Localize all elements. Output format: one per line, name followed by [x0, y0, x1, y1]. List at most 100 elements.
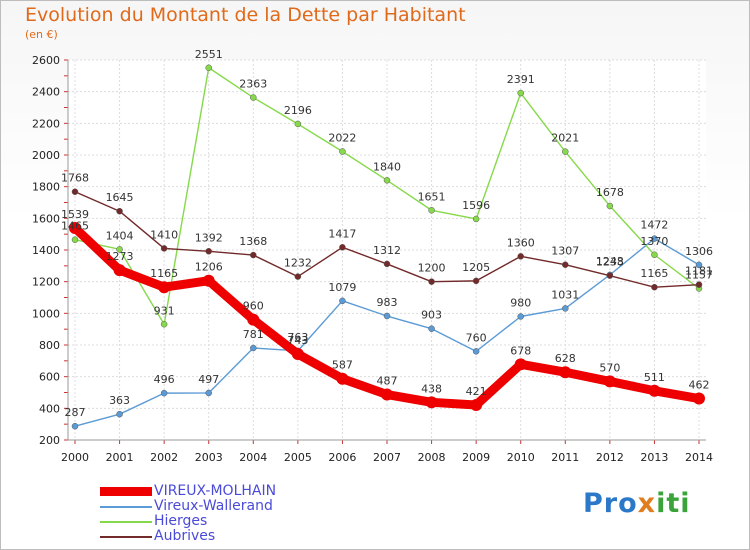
x-tick-label: 2000 — [61, 451, 89, 464]
data-label-hierges: 1596 — [462, 199, 490, 212]
data-point-vireux-wallerand — [160, 389, 168, 397]
y-tick-label: 400 — [39, 402, 60, 415]
data-point-vireux-wallerand — [428, 325, 435, 332]
data-point-aubrives — [562, 261, 569, 268]
data-label-aubrives: 1410 — [150, 228, 178, 241]
data-point-vireux-molhain — [69, 221, 81, 234]
y-tick-label: 2000 — [32, 149, 60, 162]
x-tick-label: 2007 — [373, 451, 401, 464]
data-point-vireux-molhain — [603, 375, 616, 388]
y-tick-label: 2200 — [32, 117, 60, 130]
data-label-vireux-molhain: 438 — [421, 382, 442, 395]
y-tick-label: 600 — [39, 371, 60, 384]
data-point-hierges — [651, 251, 658, 258]
x-tick-label: 2012 — [596, 451, 624, 464]
data-label-aubrives: 1238 — [596, 256, 624, 269]
data-label-vireux-wallerand: 781 — [243, 328, 264, 341]
data-point-vireux-molhain — [470, 399, 483, 412]
data-label-aubrives: 1768 — [61, 172, 89, 185]
data-label-vireux-molhain: 1273 — [106, 250, 134, 263]
data-point-aubrives — [472, 277, 480, 285]
data-label-hierges: 1157 — [685, 268, 713, 281]
data-point-aubrives — [160, 245, 168, 252]
data-point-aubrives — [116, 207, 123, 215]
data-point-hierges — [116, 246, 123, 253]
data-point-aubrives — [651, 283, 658, 291]
data-point-hierges — [294, 120, 302, 128]
data-label-vireux-wallerand: 980 — [510, 297, 531, 310]
data-label-aubrives: 1368 — [239, 235, 267, 248]
data-point-vireux-molhain — [336, 372, 349, 385]
y-tick-label: 1800 — [32, 181, 60, 194]
data-point-hierges — [160, 321, 168, 328]
legend-item-aubrives: Aubrives — [100, 529, 330, 544]
data-point-vireux-molhain — [425, 396, 438, 409]
data-point-hierges — [205, 64, 212, 72]
data-label-hierges: 1404 — [106, 229, 134, 242]
legend-label: VIREUX-MOLHAIN — [154, 483, 277, 499]
data-point-aubrives — [428, 278, 435, 285]
data-point-vireux-molhain — [158, 281, 171, 294]
x-tick-label: 2001 — [106, 451, 134, 464]
data-label-hierges: 2363 — [239, 78, 267, 91]
data-point-aubrives — [695, 281, 703, 288]
y-tick-label: 2400 — [32, 86, 60, 99]
data-point-hierges — [517, 89, 524, 97]
data-point-vireux-wallerand — [205, 389, 212, 397]
data-label-vireux-molhain: 587 — [332, 359, 353, 372]
data-label-vireux-wallerand: 983 — [377, 296, 398, 309]
data-label-vireux-wallerand: 496 — [154, 373, 175, 386]
proxiti-logo: Proxiti — [583, 488, 691, 519]
data-point-hierges — [606, 202, 614, 210]
y-tick-label: 1200 — [32, 276, 60, 289]
data-label-hierges: 1465 — [61, 220, 89, 233]
y-tick-label: 200 — [39, 434, 60, 447]
data-label-hierges: 2391 — [507, 73, 535, 86]
data-label-vireux-molhain: 511 — [644, 371, 665, 384]
x-tick-label: 2010 — [507, 451, 535, 464]
data-point-hierges — [562, 148, 569, 155]
chart-title: Evolution du Montant de la Dette par Hab… — [25, 4, 466, 26]
data-point-vireux-wallerand — [383, 312, 391, 320]
data-point-vireux-molhain — [113, 264, 126, 277]
y-tick-label: 800 — [39, 339, 60, 352]
data-point-vireux-molhain — [514, 358, 527, 371]
data-label-vireux-molhain: 743 — [287, 334, 308, 347]
x-tick-label: 2008 — [418, 451, 446, 464]
data-label-vireux-wallerand: 497 — [198, 373, 219, 386]
data-label-hierges: 1678 — [596, 186, 624, 199]
data-point-vireux-molhain — [247, 313, 260, 326]
y-tick-label: 1400 — [32, 244, 60, 257]
data-point-hierges — [428, 207, 435, 214]
data-label-vireux-wallerand: 760 — [466, 331, 487, 344]
data-point-aubrives — [205, 248, 212, 255]
data-label-aubrives: 1205 — [462, 261, 490, 274]
data-point-vireux-molhain — [648, 384, 661, 397]
data-label-vireux-molhain: 960 — [243, 300, 264, 313]
data-label-hierges: 1651 — [418, 190, 446, 203]
data-point-hierges — [383, 177, 391, 184]
data-label-aubrives: 1645 — [106, 191, 134, 204]
data-label-hierges: 2551 — [195, 48, 223, 61]
data-label-aubrives: 1392 — [195, 231, 223, 244]
data-label-aubrives: 1200 — [418, 262, 446, 275]
data-label-hierges: 2021 — [551, 132, 579, 145]
data-label-vireux-molhain: 1206 — [195, 261, 223, 274]
data-point-aubrives — [606, 272, 614, 279]
data-point-vireux-wallerand — [339, 297, 346, 305]
legend-label: Vireux-Wallerand — [154, 498, 273, 514]
data-point-vireux-wallerand — [517, 313, 524, 320]
legend-item-vireux-molhain: VIREUX-MOLHAIN — [100, 484, 330, 499]
data-point-vireux-molhain — [291, 348, 304, 361]
data-label-aubrives: 1360 — [507, 236, 535, 249]
data-point-vireux-molhain — [202, 274, 215, 287]
data-point-aubrives — [250, 251, 257, 259]
data-label-vireux-wallerand: 363 — [109, 394, 130, 407]
x-tick-label: 2005 — [284, 451, 312, 464]
legend-swatch — [100, 487, 152, 496]
x-tick-label: 2013 — [640, 451, 668, 464]
data-label-vireux-wallerand: 1031 — [551, 288, 579, 301]
data-label-vireux-molhain: 1539 — [61, 208, 89, 221]
data-label-aubrives: 1232 — [284, 257, 312, 270]
